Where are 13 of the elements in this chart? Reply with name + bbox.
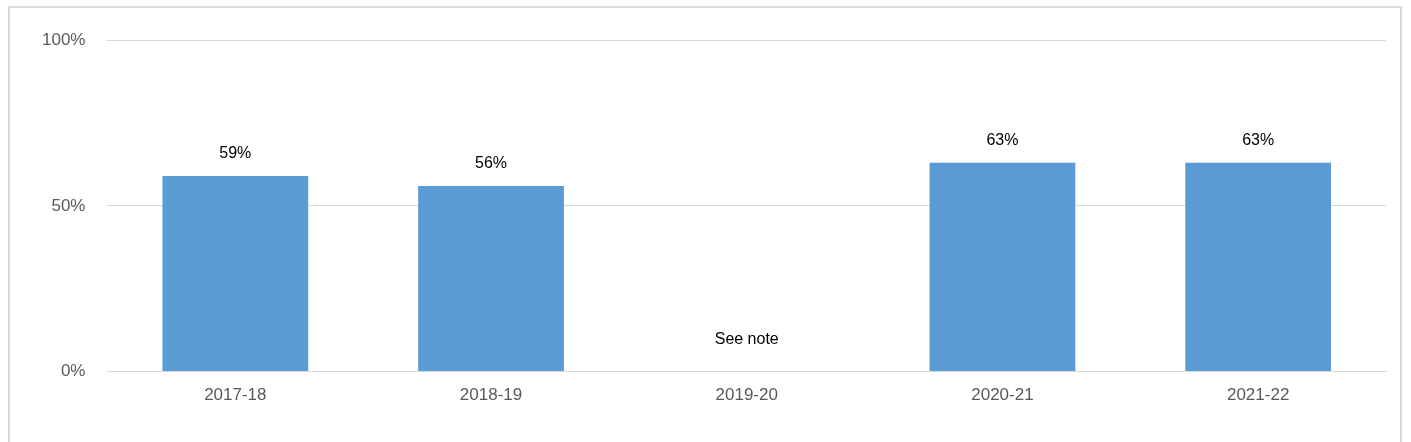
annotation: See note — [714, 330, 779, 348]
data-label: 56% — [475, 154, 508, 172]
data-label: 63% — [1242, 131, 1275, 149]
x-tick-label: 2017-18 — [204, 385, 267, 405]
x-tick-label: 2020-21 — [971, 385, 1034, 405]
y-tick-label: 0% — [60, 361, 86, 381]
data-label: 59% — [219, 144, 252, 162]
x-tick-label: 2021-22 — [1226, 385, 1290, 405]
x-tick-label: 2018-19 — [459, 385, 523, 405]
data-label: 63% — [986, 131, 1019, 149]
y-tick-label: 100% — [42, 29, 86, 49]
x-tick-label: 2019-20 — [715, 385, 778, 405]
y-tick-label: 50% — [51, 195, 86, 215]
